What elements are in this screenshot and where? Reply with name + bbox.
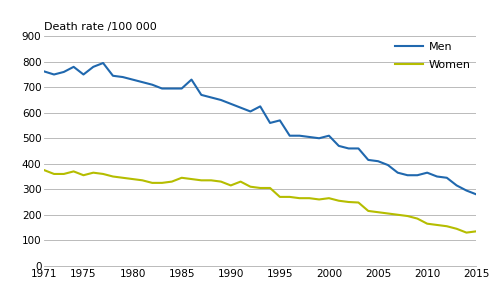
Men xyxy=(355,147,361,150)
Men xyxy=(326,134,332,137)
Men xyxy=(228,102,234,106)
Men xyxy=(198,93,204,97)
Men xyxy=(139,80,145,84)
Men xyxy=(179,87,185,90)
Women xyxy=(287,195,293,199)
Women xyxy=(41,168,47,172)
Men xyxy=(169,87,175,90)
Men xyxy=(41,70,47,73)
Women xyxy=(71,170,77,173)
Women xyxy=(355,201,361,204)
Women xyxy=(395,213,401,217)
Men xyxy=(208,96,214,99)
Women xyxy=(464,231,469,234)
Women xyxy=(100,172,106,176)
Line: Women: Women xyxy=(44,170,476,233)
Men xyxy=(81,73,86,76)
Men xyxy=(277,119,283,122)
Men xyxy=(287,134,293,137)
Men xyxy=(159,87,165,90)
Men xyxy=(51,73,57,76)
Men xyxy=(110,74,116,78)
Men xyxy=(189,78,194,82)
Women xyxy=(414,217,420,220)
Women xyxy=(326,196,332,200)
Men xyxy=(365,158,371,162)
Women xyxy=(257,186,263,190)
Women xyxy=(208,178,214,182)
Men xyxy=(454,184,460,187)
Men xyxy=(71,65,77,69)
Men xyxy=(424,171,430,175)
Women xyxy=(189,177,194,181)
Women xyxy=(90,171,96,175)
Women xyxy=(267,186,273,190)
Men xyxy=(267,121,273,125)
Women xyxy=(277,195,283,199)
Men xyxy=(61,70,67,74)
Women xyxy=(336,199,342,203)
Women xyxy=(139,178,145,182)
Men xyxy=(90,65,96,69)
Men xyxy=(218,98,224,102)
Men xyxy=(120,75,126,79)
Men xyxy=(434,175,440,178)
Women xyxy=(120,176,126,180)
Women xyxy=(179,176,185,180)
Women xyxy=(61,172,67,176)
Men xyxy=(130,78,136,82)
Women xyxy=(385,212,391,215)
Women xyxy=(454,227,460,231)
Women xyxy=(81,173,86,177)
Men xyxy=(346,147,352,150)
Men xyxy=(336,144,342,148)
Men xyxy=(444,176,450,180)
Women xyxy=(247,185,253,188)
Women xyxy=(198,178,204,182)
Women xyxy=(169,180,175,183)
Women xyxy=(473,230,479,233)
Men xyxy=(306,135,312,139)
Women xyxy=(405,214,410,218)
Women xyxy=(110,175,116,178)
Men xyxy=(395,171,401,175)
Men xyxy=(473,193,479,196)
Women xyxy=(51,172,57,176)
Women xyxy=(297,196,302,200)
Women xyxy=(238,180,244,183)
Women xyxy=(375,210,381,214)
Women xyxy=(159,181,165,185)
Men xyxy=(238,106,244,109)
Women xyxy=(228,184,234,187)
Women xyxy=(316,198,322,201)
Men xyxy=(375,159,381,163)
Women xyxy=(149,181,155,185)
Men xyxy=(100,61,106,65)
Women xyxy=(434,223,440,227)
Line: Men: Men xyxy=(44,63,476,194)
Men xyxy=(297,134,302,137)
Men xyxy=(464,189,469,192)
Men xyxy=(257,104,263,108)
Women xyxy=(424,222,430,226)
Women xyxy=(130,177,136,181)
Men xyxy=(385,163,391,167)
Men xyxy=(316,137,322,140)
Women xyxy=(218,180,224,183)
Women xyxy=(365,209,371,213)
Men xyxy=(414,173,420,177)
Men xyxy=(247,110,253,113)
Women xyxy=(306,196,312,200)
Men xyxy=(149,83,155,86)
Men xyxy=(405,173,410,177)
Women xyxy=(444,224,450,228)
Text: Death rate /100 000: Death rate /100 000 xyxy=(44,22,157,32)
Legend: Men, Women: Men, Women xyxy=(395,42,471,69)
Women xyxy=(346,200,352,204)
